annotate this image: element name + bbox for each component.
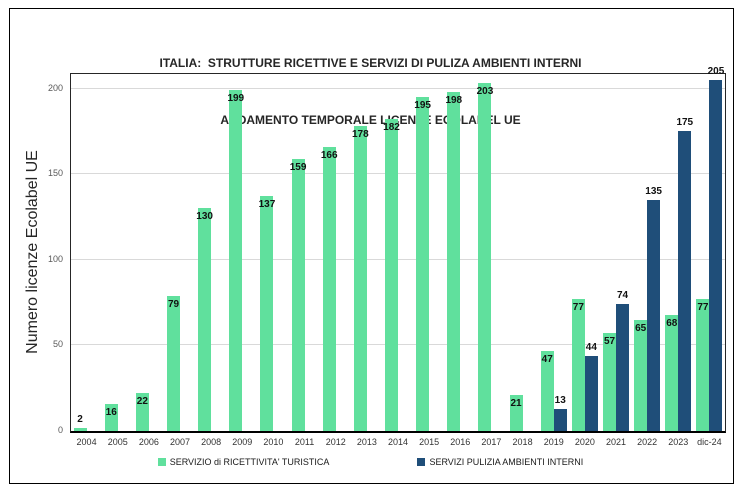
bar-value-label: 137	[258, 199, 276, 211]
bar-ricettivita	[540, 350, 554, 431]
bar-value-label: 68	[666, 317, 678, 329]
bar-value-label: 175	[676, 117, 694, 129]
chart-title: ITALIA: STRUTTURE RICETTIVE E SERVIZI DI…	[0, 16, 741, 168]
gridline	[71, 173, 725, 175]
plot-area: 2 2004 16 2005 22 2006 79 2007 130 2008 199 2009 137…	[70, 67, 726, 447]
y-tick-label: 100	[47, 253, 63, 264]
bar-ricettivita	[665, 314, 679, 431]
bar-value-label: 79	[167, 298, 180, 310]
bar-ricettivita	[135, 393, 149, 431]
bar-value-label: 22	[136, 396, 148, 408]
y-tick-label: 200	[47, 82, 63, 93]
bar-ricettivita	[291, 158, 305, 431]
bar-ricettivita	[696, 299, 710, 431]
y-axis-title: Numero licenze Ecolabel UE	[24, 150, 41, 354]
x-tick-label: 2005	[107, 437, 128, 447]
bar-pulizia	[584, 355, 598, 431]
bar-value-label: 77	[572, 302, 584, 314]
bar-ricettivita	[571, 299, 585, 431]
bar-value-label: 74	[616, 290, 629, 302]
x-tick-label: dic-24	[697, 437, 722, 447]
bar-ricettivita	[447, 91, 461, 431]
y-tick-label: 50	[52, 339, 63, 350]
y-tick-label: 150	[47, 168, 63, 179]
bar-ricettivita	[260, 196, 274, 431]
x-tick-label: 2019	[543, 437, 564, 447]
bar-ricettivita	[634, 319, 648, 431]
bar-pulizia	[678, 131, 692, 431]
bar-ricettivita	[478, 83, 492, 431]
bar-ricettivita	[322, 146, 336, 431]
gridline	[71, 258, 725, 260]
y-tick-label: 0	[57, 425, 63, 435]
bar-ricettivita	[104, 403, 118, 431]
bar-ricettivita	[416, 97, 430, 431]
bar-value-label: 44	[585, 341, 597, 353]
bar-ricettivita	[385, 119, 398, 431]
x-tick-label: 2007	[169, 437, 191, 447]
bar-ricettivita	[353, 126, 367, 431]
bar-value-label: 21	[510, 398, 522, 410]
bar-value-label: 77	[697, 302, 709, 314]
bar-pulizia	[647, 199, 661, 431]
x-tick-label: 2022	[637, 437, 658, 447]
x-tick-label: 2013	[356, 437, 377, 447]
x-tick-label: 2015	[419, 437, 440, 447]
bar-value-label: 57	[603, 336, 616, 348]
x-tick-label: 2010	[263, 437, 284, 447]
bar-value-label: 13	[554, 394, 566, 406]
bar-value-label: 182	[383, 122, 400, 134]
x-tick-label: 2006	[138, 437, 159, 447]
x-tick-label: 2004	[76, 437, 97, 447]
bar-ricettivita	[229, 90, 243, 431]
x-tick-label: 2009	[232, 437, 253, 447]
x-tick-label: 2017	[481, 437, 502, 447]
bar-value-label: 16	[105, 406, 117, 418]
legend-item-ricettivita: SERVIZIO di RICETTIVITA' TURISTICA	[157, 457, 330, 467]
bar-value-label: 195	[414, 100, 431, 112]
bar-value-label: 199	[227, 93, 245, 105]
x-tick-label: 2016	[450, 437, 471, 447]
x-tick-label: 2008	[201, 437, 222, 447]
x-tick-label: 2021	[605, 437, 627, 447]
x-tick-label: 2018	[512, 437, 533, 447]
legend-item-pulizia: SERVIZI PULIZIA AMBIENTI INTERNI	[417, 457, 583, 467]
x-tick-label: 2020	[574, 437, 595, 447]
legend: SERVIZIO di RICETTIVITA' TURISTICA SERVI…	[0, 457, 741, 467]
gridline	[71, 87, 725, 89]
bar-value-label: 198	[445, 94, 463, 106]
bar-value-label: 47	[541, 353, 553, 365]
bar-value-label: 65	[635, 322, 647, 334]
legend-label-pulizia: SERVIZI PULIZIA AMBIENTI INTERNI	[429, 457, 584, 467]
gridline	[71, 344, 725, 346]
x-tick-label: 2012	[325, 437, 346, 447]
figure-border	[9, 8, 734, 484]
bar-value-label: 166	[320, 149, 338, 161]
bar-value-label: 159	[289, 161, 307, 173]
bar-pulizia	[616, 304, 629, 431]
bar-ricettivita	[167, 295, 180, 431]
bar-value-label: 135	[645, 185, 662, 197]
bar-ricettivita	[603, 333, 616, 431]
bar-ricettivita	[73, 427, 87, 431]
x-tick-label: 2014	[387, 437, 409, 447]
bar-value-label: 2	[77, 413, 83, 425]
bar-ricettivita	[198, 208, 212, 431]
bar-pulizia	[709, 80, 723, 431]
legend-label-ricettivita: SERVIZIO di RICETTIVITA' TURISTICA	[169, 457, 330, 467]
x-tick-label: 2011	[294, 437, 315, 447]
bar-value-label: 178	[352, 129, 369, 141]
x-tick-label: 2023	[668, 437, 689, 447]
bar-value-label: 130	[196, 211, 213, 223]
legend-swatch-ricettivita-icon	[157, 458, 166, 466]
bar-ricettivita	[509, 395, 523, 431]
legend-swatch-pulizia-icon	[417, 458, 426, 466]
bar-value-label: 203	[476, 86, 494, 98]
bar-pulizia	[553, 408, 567, 431]
chart-title-line1: ITALIA: STRUTTURE RICETTIVE E SERVIZI DI…	[159, 56, 582, 70]
bar-value-label: 205	[707, 66, 725, 77]
